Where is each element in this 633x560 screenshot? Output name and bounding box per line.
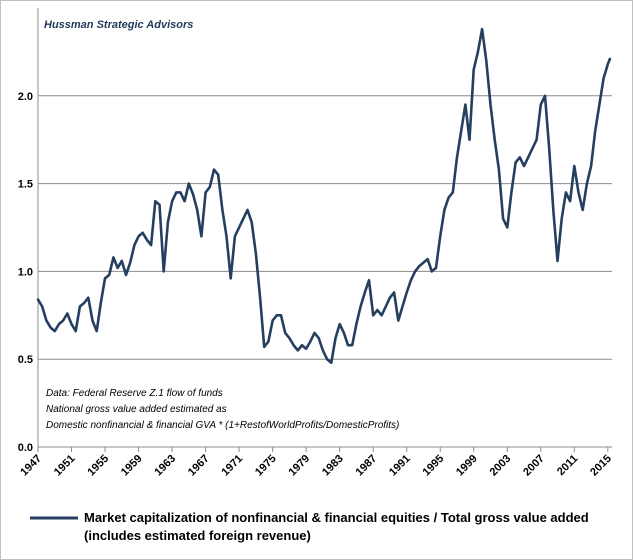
x-tick-label: 1955	[85, 453, 111, 479]
x-tick-label: 1983	[320, 453, 346, 479]
series-group	[36, 27, 612, 365]
x-tick-label: 1963	[152, 453, 178, 479]
y-tick-label: 1.0	[18, 266, 33, 278]
x-tick-label: 1959	[119, 453, 145, 479]
source-label: Hussman Strategic Advisors	[44, 19, 193, 31]
note-line-1: Data: Federal Reserve Z.1 flow of funds	[46, 388, 223, 399]
y-tick-label: 1.5	[18, 179, 33, 191]
x-tick-label: 1987	[354, 453, 380, 479]
x-tick-label: 1979	[286, 453, 312, 479]
x-tick-label: 1999	[454, 453, 480, 479]
x-tick-label: 1975	[253, 453, 279, 479]
x-tick-label: 1947	[18, 453, 44, 479]
axes	[37, 8, 612, 448]
note-line-2: National gross value added estimated as	[46, 404, 227, 415]
legend-label-line-2: (includes estimated foreign revenue)	[84, 528, 311, 543]
x-tick-label: 1995	[421, 453, 447, 479]
x-tick-label: 2015	[588, 453, 614, 479]
x-tick-label: 2011	[555, 453, 580, 478]
note-line-3: Domestic nonfinancial & financial GVA * …	[46, 420, 399, 431]
y-tick-label: 0.5	[18, 354, 33, 366]
series-line-0	[36, 27, 612, 365]
y-axis-ticks: 0.0 0.5 1.0 1.5 2.0	[18, 91, 33, 454]
x-tick-label: 1967	[186, 453, 212, 479]
x-tick-label: 1991	[387, 453, 413, 479]
x-tick-label: 2003	[488, 453, 514, 479]
legend-label-line-1: Market capitalization of nonfinancial & …	[84, 510, 589, 525]
gridlines	[38, 95, 612, 360]
x-tick-label: 2007	[521, 453, 547, 479]
x-tick-label: 1951	[52, 453, 78, 479]
x-axis-ticks: 1947 1951 1955 1959 1963 1967 1971 1975 1979 1983…	[18, 447, 614, 478]
x-tick-label: 1971	[219, 453, 245, 479]
y-tick-label: 2.0	[18, 91, 33, 103]
y-tick-label: 0.0	[18, 442, 33, 454]
